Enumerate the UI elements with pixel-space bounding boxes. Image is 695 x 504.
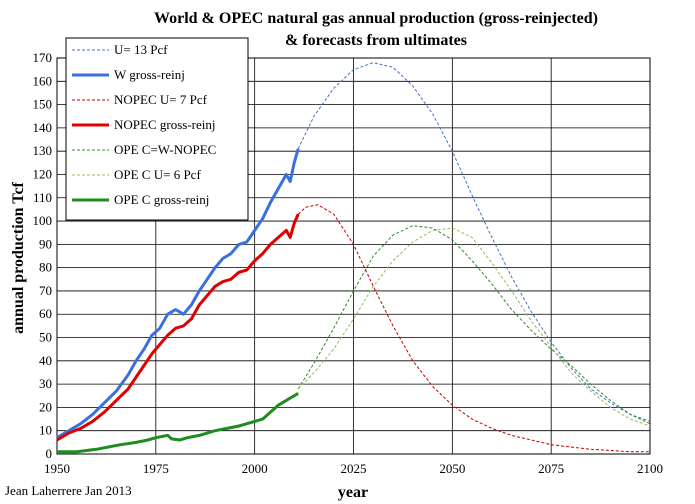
legend-label-6: OPE C gross-reinj <box>114 192 209 207</box>
chart-title-line1: World & OPEC natural gas annual producti… <box>154 10 598 27</box>
y-tick-label: 10 <box>39 423 52 438</box>
y-tick-label: 40 <box>39 353 52 368</box>
series-line-6 <box>57 392 299 454</box>
chart-title-line2: & forecasts from ultimates <box>285 32 467 49</box>
y-tick-label: 150 <box>33 97 53 112</box>
series-line-3 <box>56 213 300 442</box>
y-tick-label: 60 <box>39 306 52 321</box>
legend: U= 13 Pcf W gross-reinj NOPEC U= 7 Pcf NOPE… <box>65 37 249 221</box>
series-line-4 <box>297 225 651 425</box>
x-tick-label: 2050 <box>439 461 465 476</box>
y-axis-label: annual production Tcf <box>10 181 27 333</box>
series-line-1 <box>56 148 300 439</box>
y-tick-label: 170 <box>33 50 53 65</box>
x-tick-label: 1975 <box>143 461 169 476</box>
legend-label-1: W gross-reinj <box>114 67 185 82</box>
legend-label-4: OPE C=W-NOPEC <box>114 142 216 157</box>
x-tick-label: 2000 <box>242 461 268 476</box>
legend-box <box>65 37 249 221</box>
y-tick-label: 90 <box>39 236 52 251</box>
legend-label-3: NOPEC gross-reinj <box>114 117 215 132</box>
author-credit: Jean Laherrere Jan 2013 <box>5 483 132 498</box>
y-tick-label: 120 <box>33 166 53 181</box>
legend-label-0: U= 13 Pcf <box>114 42 168 57</box>
x-tick-label: 1950 <box>44 461 70 476</box>
y-tick-label: 20 <box>39 399 52 414</box>
series-line-2 <box>297 204 650 453</box>
x-tick-label: 2075 <box>538 461 564 476</box>
y-tick-label: 70 <box>39 283 52 298</box>
y-tick-label: 160 <box>33 73 53 88</box>
x-tick-label: 2100 <box>637 461 663 476</box>
series-line-5 <box>297 227 651 427</box>
y-tick-label: 80 <box>39 260 52 275</box>
y-axis-ticks: 0 10 20 30 40 50 60 70 80 90 100 110 120 130 140 150 160… <box>33 50 53 461</box>
y-tick-label: 100 <box>33 213 53 228</box>
y-tick-label: 130 <box>33 143 53 158</box>
plot-area-border <box>56 57 651 455</box>
series-line-0 <box>297 62 651 422</box>
series-lines <box>56 62 651 454</box>
y-tick-label: 0 <box>46 446 53 461</box>
legend-label-2: NOPEC U= 7 Pcf <box>114 92 208 107</box>
y-tick-label: 110 <box>33 190 52 205</box>
y-tick-label: 140 <box>33 120 53 135</box>
x-axis-label: year <box>338 484 368 501</box>
x-tick-label: 2025 <box>341 461 367 476</box>
x-axis-ticks: 1950 1975 2000 2025 2050 2075 2100 <box>44 461 663 476</box>
y-tick-label: 50 <box>39 330 52 345</box>
y-tick-label: 30 <box>39 376 52 391</box>
legend-label-5: OPE C U= 6 Pcf <box>114 167 201 182</box>
